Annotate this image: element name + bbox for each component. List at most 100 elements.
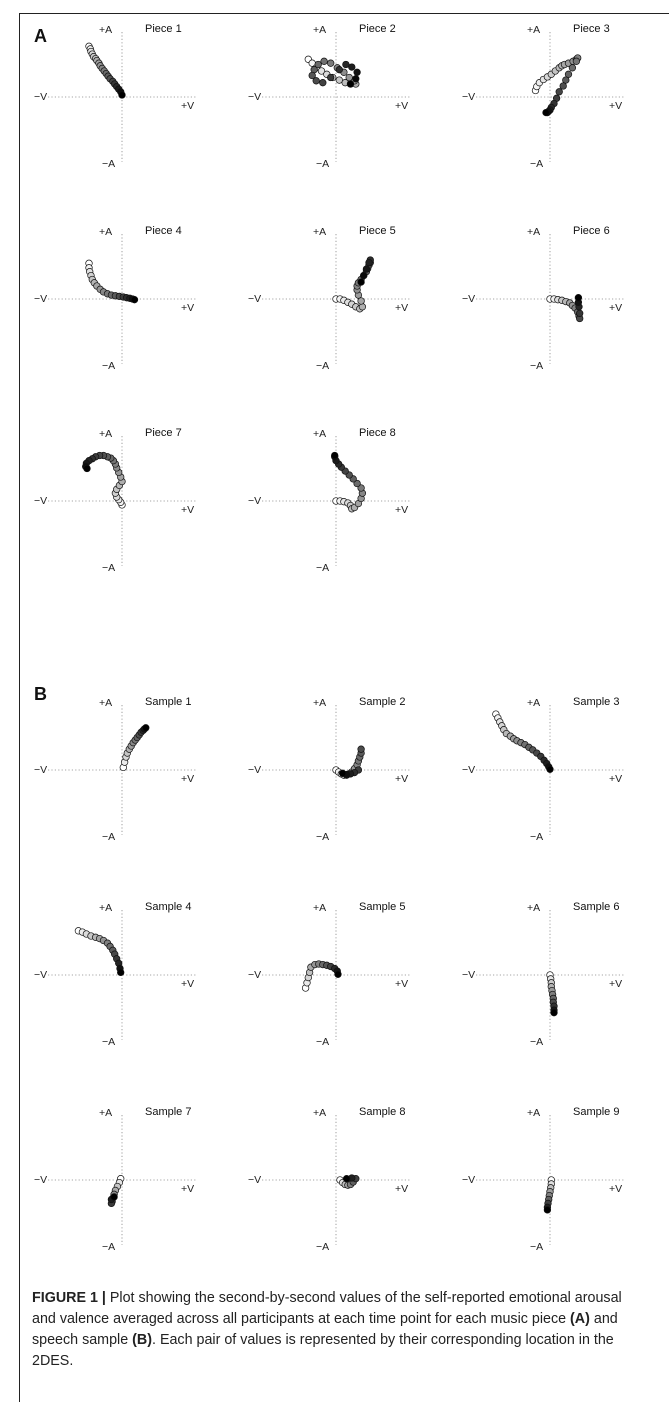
data-point xyxy=(110,1193,118,1201)
caption-ref-b: (B) xyxy=(132,1332,152,1348)
sample-5-svg xyxy=(262,910,410,1040)
sample-4-svg xyxy=(48,910,196,1040)
sample-4-plot: Sample 4 +A −A +V −V xyxy=(19,901,229,1053)
data-point xyxy=(574,294,583,302)
data-point xyxy=(357,278,365,286)
sample-4-neg-arousal-label: −A xyxy=(102,1036,116,1048)
data-point xyxy=(564,70,573,78)
sample-9-neg-arousal-label: −A xyxy=(530,1241,544,1253)
sample-4-neg-valence-label: −V xyxy=(34,969,48,981)
piece-1-neg-valence-label: −V xyxy=(34,91,48,103)
data-point xyxy=(314,60,322,69)
piece-2-title: Piece 2 xyxy=(359,23,396,35)
sample-7-plot: Sample 7 +A −A +V −V xyxy=(19,1106,229,1258)
data-point xyxy=(142,724,150,732)
sample-7-title: Sample 7 xyxy=(145,1106,192,1118)
data-point xyxy=(360,271,368,280)
caption-label: FIGURE 1 | xyxy=(32,1290,106,1306)
piece-8-neg-arousal-label: −A xyxy=(316,562,330,574)
sample-2-pos-arousal-label: +A xyxy=(313,697,327,709)
data-point xyxy=(335,76,343,84)
data-point xyxy=(576,309,584,317)
piece-3-neg-arousal-label: −A xyxy=(530,158,544,170)
piece-5-pos-valence-label: +V xyxy=(395,302,409,314)
piece-6-svg xyxy=(476,234,624,364)
data-point xyxy=(130,296,139,304)
sample-6-pos-arousal-label: +A xyxy=(527,902,541,914)
piece-1-plot: Piece 1 +A −A +V −V xyxy=(19,23,229,175)
sample-8-pos-valence-label: +V xyxy=(395,1183,409,1195)
piece-4-title: Piece 4 xyxy=(145,225,182,237)
sample-9-title: Sample 9 xyxy=(573,1106,620,1118)
piece-1-title: Piece 1 xyxy=(145,23,182,35)
data-point xyxy=(362,265,371,273)
piece-2-neg-arousal-label: −A xyxy=(316,158,330,170)
data-point xyxy=(345,73,353,82)
sample-4-pos-arousal-label: +A xyxy=(99,902,113,914)
piece-2-pos-valence-label: +V xyxy=(395,100,409,112)
data-point xyxy=(312,77,320,85)
piece-2-neg-valence-label: −V xyxy=(248,91,262,103)
data-point xyxy=(331,451,339,460)
sample-8-svg xyxy=(262,1115,410,1245)
sample-7-neg-valence-label: −V xyxy=(34,1174,48,1186)
sample-6-neg-arousal-label: −A xyxy=(530,1036,544,1048)
sample-8-neg-valence-label: −V xyxy=(248,1174,262,1186)
sample-4-pos-valence-label: +V xyxy=(181,978,195,990)
piece-7-title: Piece 7 xyxy=(145,427,182,439)
sample-3-plot: Sample 3 +A −A +V −V xyxy=(447,696,657,848)
piece-3-title: Piece 3 xyxy=(573,23,610,35)
piece-5-plot: Piece 5 +A −A +V −V xyxy=(233,225,443,377)
sample-8-neg-arousal-label: −A xyxy=(316,1241,330,1253)
data-point xyxy=(334,970,342,978)
data-point xyxy=(346,80,355,88)
sample-6-neg-valence-label: −V xyxy=(462,969,476,981)
sample-1-title: Sample 1 xyxy=(145,696,192,708)
sample-7-svg xyxy=(48,1115,196,1245)
figure-frame xyxy=(19,13,669,1402)
sample-5-neg-arousal-label: −A xyxy=(316,1036,330,1048)
data-point xyxy=(353,68,361,76)
piece-4-plot: Piece 4 +A −A +V −V xyxy=(19,225,229,377)
sample-1-pos-arousal-label: +A xyxy=(99,697,113,709)
sample-3-neg-arousal-label: −A xyxy=(530,831,544,843)
piece-8-plot: Piece 8 +A −A +V −V xyxy=(233,427,443,579)
data-point xyxy=(543,1206,552,1214)
piece-3-pos-valence-label: +V xyxy=(609,100,623,112)
piece-5-neg-valence-label: −V xyxy=(248,293,262,305)
sample-3-svg xyxy=(476,705,624,835)
sample-8-plot: Sample 8 +A −A +V −V xyxy=(233,1106,443,1258)
data-point xyxy=(365,258,373,267)
sample-6-title: Sample 6 xyxy=(573,901,620,913)
piece-1-neg-arousal-label: −A xyxy=(102,158,116,170)
piece-7-pos-arousal-label: +A xyxy=(99,428,113,440)
piece-1-pos-valence-label: +V xyxy=(181,100,195,112)
piece-7-neg-arousal-label: −A xyxy=(102,562,116,574)
piece-6-pos-valence-label: +V xyxy=(609,302,623,314)
sample-2-neg-valence-label: −V xyxy=(248,764,262,776)
sample-7-neg-arousal-label: −A xyxy=(102,1241,116,1253)
sample-7-pos-arousal-label: +A xyxy=(99,1107,113,1119)
piece-2-plot: Piece 2 +A −A +V −V xyxy=(233,23,443,175)
caption-text-3: . Each pair of values is represented by … xyxy=(32,1332,614,1369)
data-point xyxy=(342,60,350,69)
data-point xyxy=(319,79,327,87)
sample-3-pos-valence-label: +V xyxy=(609,773,623,785)
sample-5-title: Sample 5 xyxy=(359,901,406,913)
piece-3-neg-valence-label: −V xyxy=(462,91,476,103)
figure-caption: FIGURE 1 | Plot showing the second-by-se… xyxy=(32,1288,644,1372)
sample-1-plot: Sample 1 +A −A +V −V xyxy=(19,696,229,848)
sample-2-title: Sample 2 xyxy=(359,696,406,708)
data-point xyxy=(357,484,365,492)
sample-9-pos-valence-label: +V xyxy=(609,1183,623,1195)
piece-3-pos-arousal-label: +A xyxy=(527,24,541,36)
data-point xyxy=(352,75,360,83)
data-point xyxy=(568,64,577,72)
piece-8-title: Piece 8 xyxy=(359,427,396,439)
sample-1-pos-valence-label: +V xyxy=(181,773,195,785)
data-point xyxy=(320,57,328,65)
data-point xyxy=(562,76,570,84)
data-point xyxy=(357,745,365,753)
sample-6-pos-valence-label: +V xyxy=(609,978,623,990)
data-point xyxy=(338,769,347,777)
